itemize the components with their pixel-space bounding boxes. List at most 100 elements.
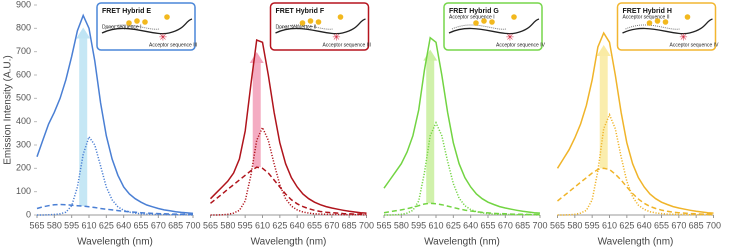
x-tick-label: 610 — [602, 220, 617, 230]
x-tick-label: 655 — [307, 220, 322, 230]
x-tick-label: 640 — [116, 220, 131, 230]
y-tick-label: 800 — [16, 23, 31, 33]
inset-dye — [315, 19, 322, 25]
x-axis-label: Wavelength (nm) — [424, 237, 500, 248]
x-tick-label: 595 — [585, 220, 600, 230]
inset-dye — [473, 20, 479, 26]
inset-dye — [126, 20, 132, 26]
inset-box — [443, 2, 543, 51]
y-tick-label: 400 — [16, 116, 31, 126]
y-tick-label: 300 — [16, 139, 31, 149]
inset-dye — [511, 14, 517, 20]
inset-strand — [448, 18, 540, 35]
inset-dye — [481, 18, 487, 24]
inset-dye — [684, 14, 691, 20]
x-tick-label: 670 — [151, 220, 166, 230]
x-tick-label: 625 — [272, 220, 287, 230]
inset-title: FRET Hybrid H — [623, 8, 672, 15]
x-tick-label: 685 — [342, 220, 357, 230]
enhancement-arrow-head — [596, 45, 611, 56]
series-line — [557, 112, 714, 216]
x-tick-label: 625 — [99, 220, 114, 230]
enhancement-arrow-head — [249, 52, 264, 63]
y-axis-label: Emission Intensity (A.U.) — [3, 55, 14, 164]
x-tick-label: 640 — [637, 220, 652, 230]
x-tick-label: 565 — [29, 220, 44, 230]
series-line — [36, 13, 194, 215]
series-line — [557, 167, 714, 216]
y-tick-label: 200 — [16, 163, 31, 173]
enhancement-arrow-shaft — [252, 62, 261, 168]
y-tick-label: 100 — [16, 186, 31, 196]
y-tick-label: 900 — [16, 0, 31, 9]
x-tick-label: 595 — [238, 220, 253, 230]
inset-label: Donor sequence I — [102, 24, 141, 30]
x-tick-label: 700 — [185, 220, 200, 230]
x-tick-label: 655 — [480, 220, 495, 230]
series-line — [210, 166, 367, 216]
series-line — [37, 135, 194, 216]
inset-star: ✳ — [332, 33, 340, 44]
x-tick-label: 580 — [47, 220, 62, 230]
series-line — [36, 203, 194, 216]
inset-dye — [337, 14, 344, 20]
x-tick-label: 640 — [290, 220, 305, 230]
inset-star: ✳ — [506, 33, 514, 44]
x-tick-label: 595 — [411, 220, 426, 230]
enhancement-arrow-head — [423, 49, 438, 61]
x-tick-label: 580 — [220, 220, 235, 230]
x-tick-label: 670 — [324, 220, 339, 230]
inset-strand — [101, 18, 193, 35]
inset-dye — [164, 14, 170, 20]
inset-dye — [654, 18, 661, 24]
inset-dye — [489, 19, 495, 25]
x-tick-label: 595 — [64, 220, 79, 230]
enhancement-arrow-shaft — [426, 59, 435, 204]
x-tick-label: 700 — [532, 220, 547, 230]
inset-dye — [662, 19, 669, 25]
y-tick-label: 0 — [26, 209, 31, 219]
inset-title: FRET Hybrid G — [449, 8, 499, 15]
x-axis-label: Wavelength (nm) — [77, 237, 153, 248]
series-line — [210, 125, 367, 216]
enhancement-arrow-shaft — [79, 37, 88, 207]
inset-strand — [622, 18, 713, 35]
inset-dye — [299, 20, 306, 26]
enhancement-arrow-head — [76, 27, 91, 39]
x-tick-label: 685 — [168, 220, 183, 230]
inset-box — [269, 2, 370, 51]
x-tick-label: 580 — [567, 220, 582, 230]
x-tick-label: 640 — [463, 220, 478, 230]
enhancement-arrow-shaft — [599, 55, 608, 169]
x-tick-label: 655 — [654, 220, 669, 230]
inset-label: Acceptor sequence IV — [496, 42, 546, 48]
y-tick-label: 600 — [16, 69, 31, 79]
y-tick-label: 700 — [16, 46, 31, 56]
x-tick-label: 565 — [203, 220, 218, 230]
inset-star: ✳ — [159, 33, 167, 44]
inset-label: Acceptor sequence II — [623, 14, 670, 20]
inset-label: Acceptor sequence III — [323, 42, 371, 48]
x-tick-label: 655 — [133, 220, 148, 230]
x-tick-label: 580 — [394, 220, 409, 230]
inset-label: Acceptor sequence I — [449, 14, 495, 20]
inset-dye — [646, 20, 653, 26]
x-tick-label: 670 — [498, 220, 513, 230]
inset-dye — [307, 18, 314, 24]
series-line — [383, 36, 541, 214]
inset-box — [96, 2, 196, 51]
inset-title: FRET Hybrid E — [102, 8, 151, 15]
x-tick-label: 700 — [359, 220, 374, 230]
series-line — [383, 202, 540, 216]
inset-strand — [275, 18, 366, 35]
x-tick-label: 610 — [81, 220, 96, 230]
x-tick-label: 685 — [515, 220, 530, 230]
y-tick-label: 500 — [16, 93, 31, 103]
inset-dye — [134, 18, 140, 24]
inset-label: Acceptor sequence IV — [670, 42, 720, 48]
x-tick-label: 625 — [619, 220, 634, 230]
inset-label: Acceptor sequence III — [149, 42, 197, 48]
x-tick-label: 685 — [689, 220, 704, 230]
x-axis-label: Wavelength (nm) — [598, 237, 674, 248]
